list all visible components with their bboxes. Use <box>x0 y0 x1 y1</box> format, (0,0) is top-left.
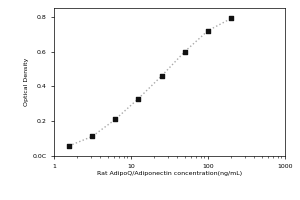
Point <box>67 144 71 148</box>
Point <box>229 17 234 20</box>
Point <box>159 74 164 78</box>
Point <box>113 118 118 121</box>
Point <box>182 50 187 53</box>
Y-axis label: Optical Density: Optical Density <box>25 58 29 106</box>
Point <box>136 97 141 100</box>
Point <box>90 135 94 138</box>
X-axis label: Rat AdipoQ/Adiponectin concentration(ng/mL): Rat AdipoQ/Adiponectin concentration(ng/… <box>97 171 242 176</box>
Point <box>206 29 210 32</box>
